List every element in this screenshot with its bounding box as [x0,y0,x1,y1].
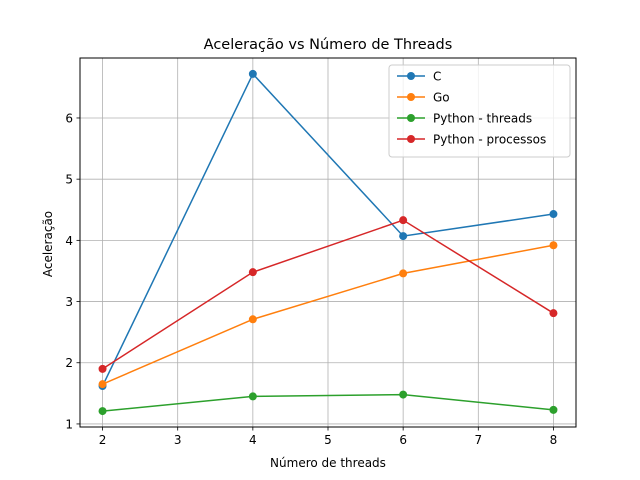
series-line [102,219,554,370]
data-point [399,216,408,225]
x-axis-label: Número de threads [270,456,386,470]
data-point [549,405,558,414]
legend-marker [407,72,415,80]
legend-box [388,64,571,158]
ticks: 2 3 4 5 6 7 8 1 2 3 4 5 6 [65,111,557,447]
series-line [101,72,554,387]
series-go [98,241,558,389]
legend-entry-c: C [397,70,441,84]
x-tick-label: 6 [399,433,407,447]
x-tick-label: 4 [249,433,257,447]
data-point [248,69,257,78]
data-point [549,309,558,318]
legend-label: Python - threads [433,112,532,126]
data-point [399,269,408,278]
data-point [248,315,257,324]
series-line [102,393,554,412]
legend-marker [407,114,415,122]
y-tick-label: 2 [65,356,73,370]
x-tick-label: 3 [174,433,182,447]
legend-label: Python - processos [433,133,546,147]
legend-entry-go: Go [397,91,450,105]
chart-title: Aceleração vs Número de Threads [204,37,453,53]
data-point [98,407,107,416]
legend: C Go Python - threads Python - processos [388,64,571,158]
legend-entry-python-threads: Python - threads [397,112,532,126]
y-tick-label: 1 [65,417,73,431]
data-point [399,390,408,399]
series-python-threads [98,390,558,416]
grid [80,58,576,427]
legend-label: C [433,70,441,84]
series-layer [98,69,558,416]
y-tick-label: 5 [65,173,73,187]
x-tick-label: 5 [324,433,332,447]
x-tick-label: 7 [474,433,482,447]
data-point [248,392,257,401]
y-tick-label: 4 [65,234,73,248]
data-point [399,232,408,241]
y-tick-label: 3 [65,295,73,309]
data-point [98,380,107,389]
legend-entry-python-processos: Python - processos [397,133,546,147]
legend-marker [407,93,415,101]
data-point [549,210,558,219]
data-point [98,364,107,373]
data-point [248,268,257,277]
legend-label: Go [433,91,450,105]
y-axis-label: Aceleração [41,211,55,277]
y-tick-label: 6 [65,111,73,125]
series-python-processos [98,216,558,373]
data-point [549,241,558,250]
series-line [102,244,554,385]
x-tick-label: 8 [550,433,558,447]
x-tick-label: 2 [99,433,107,447]
legend-marker [407,135,415,143]
